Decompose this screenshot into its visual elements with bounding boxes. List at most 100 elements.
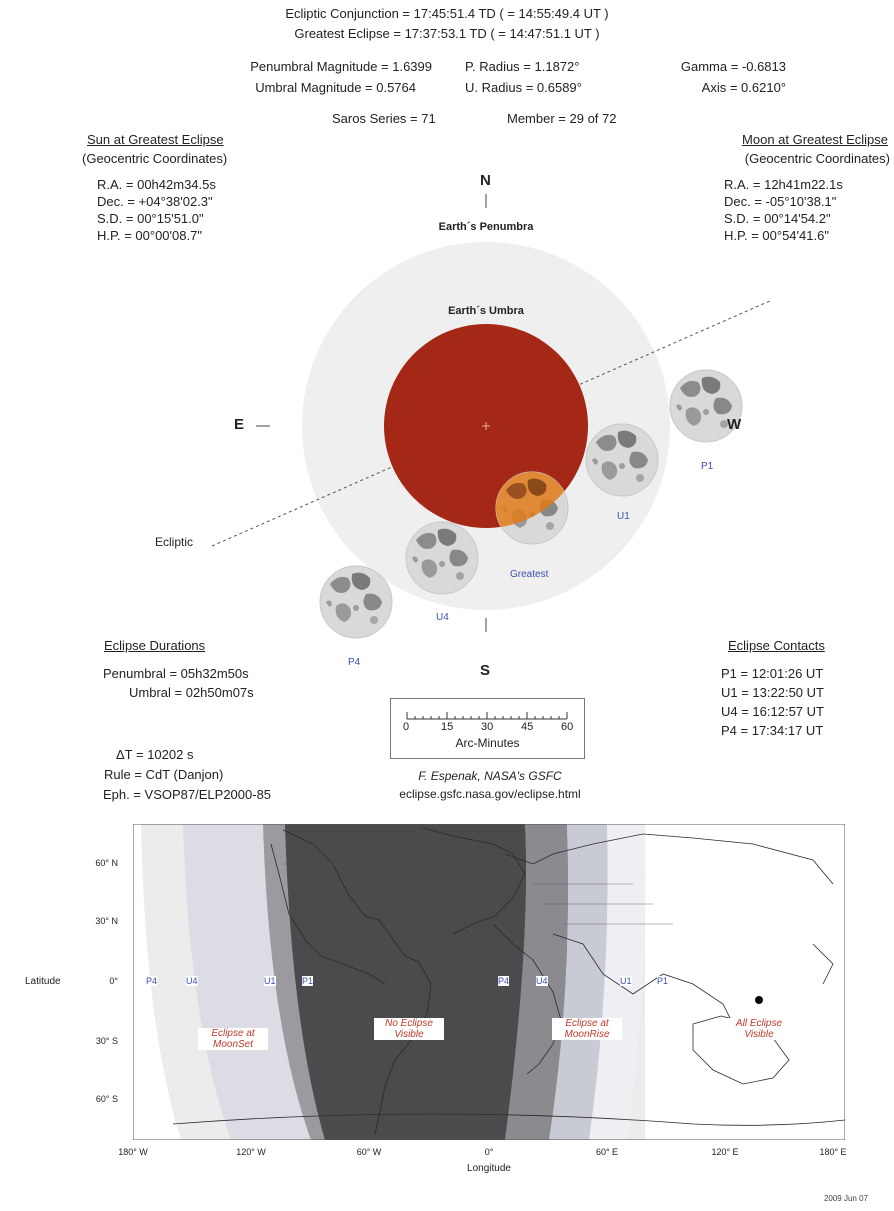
map-contact-p1-left: P1 bbox=[302, 976, 314, 986]
map-contact-p4-right: P4 bbox=[498, 976, 510, 986]
u1-label: U1 bbox=[617, 511, 630, 522]
visibility-map bbox=[133, 824, 845, 1140]
scale-tick-60: 60 bbox=[561, 721, 574, 733]
lon-tick-0: 0° bbox=[484, 1147, 494, 1157]
moon-greatest bbox=[495, 471, 569, 545]
durations-title: Eclipse Durations bbox=[104, 638, 206, 653]
west-label: W bbox=[727, 416, 742, 433]
region-all-eclipse: All Eclipse Visible bbox=[724, 1018, 794, 1040]
scale-tick-0: 0 bbox=[403, 721, 410, 733]
umbral-magnitude: Umbral Magnitude = 0.5764 bbox=[255, 80, 416, 95]
region-no-eclipse-line2: Visible bbox=[394, 1029, 424, 1040]
scale-tick-45: 45 bbox=[521, 721, 534, 733]
rule: Rule = CdT (Danjon) bbox=[104, 767, 224, 782]
south-label: S bbox=[480, 662, 491, 679]
band-noeclipse bbox=[285, 824, 527, 1140]
region-moonrise: Eclipse at MoonRise bbox=[552, 1018, 622, 1040]
contacts-title: Eclipse Contacts bbox=[728, 638, 825, 653]
u4-label: U4 bbox=[436, 612, 449, 623]
scale-ruler bbox=[406, 712, 568, 720]
moon-p4 bbox=[319, 565, 393, 639]
north-label: N bbox=[480, 172, 491, 189]
lat-tick-30n: 30° N bbox=[95, 916, 118, 926]
sun-dec: Dec. = +04°38'02.3" bbox=[97, 194, 213, 209]
region-moonrise-line2: MoonRise bbox=[564, 1029, 610, 1040]
greatest-eclipse-time: Greatest Eclipse = 17:37:53.1 TD ( = 14:… bbox=[294, 26, 600, 41]
umbral-duration: Umbral = 02h50m07s bbox=[129, 685, 254, 700]
credit: F. Espenak, NASA's GSFC bbox=[418, 769, 562, 783]
region-moonset-line1: Eclipse at bbox=[211, 1028, 255, 1039]
lat-tick-0: 0° bbox=[109, 976, 118, 986]
sun-hp: H.P. = 00°00'08.7" bbox=[97, 228, 202, 243]
scale-tick-15: 15 bbox=[441, 721, 454, 733]
map-contact-u4-left: U4 bbox=[186, 976, 198, 986]
map-contact-u4-right: U4 bbox=[536, 976, 548, 986]
credit-url[interactable]: eclipse.gsfc.nasa.gov/eclipse.html bbox=[399, 787, 581, 801]
lon-tick-60w: 60° W bbox=[356, 1147, 382, 1157]
penumbral-magnitude: Penumbral Magnitude = 1.6399 bbox=[250, 59, 432, 74]
east-label: E bbox=[234, 416, 245, 433]
moon-ra: R.A. = 12h41m22.1s bbox=[724, 177, 843, 192]
contacts-list: P1 = 12:01:26 UT U1 = 13:22:50 UT U4 = 1… bbox=[721, 664, 824, 740]
moon-subtitle: (Geocentric Coordinates) bbox=[744, 151, 890, 166]
lon-tick-180w: 180° W bbox=[118, 1147, 148, 1157]
sun-subtitle: (Geocentric Coordinates) bbox=[82, 151, 228, 166]
umbral-radius: U. Radius = 0.6589° bbox=[465, 80, 582, 95]
region-moonset: Eclipse at MoonSet bbox=[198, 1028, 268, 1050]
region-moonrise-line1: Eclipse at bbox=[565, 1018, 609, 1029]
scale-tick-30: 30 bbox=[481, 721, 494, 733]
sun-ra: R.A. = 00h42m34.5s bbox=[97, 177, 216, 192]
lon-tick-120w: 120° W bbox=[236, 1147, 266, 1157]
penumbral-radius: P. Radius = 1.1872° bbox=[465, 59, 580, 74]
moon-panel: Moon at Greatest Eclipse bbox=[742, 132, 888, 147]
p4-label: P4 bbox=[348, 657, 361, 668]
contact-p1: P1 = 12:01:26 UT bbox=[721, 666, 824, 681]
longitude-label: Longitude bbox=[467, 1163, 511, 1174]
sun-sd: S.D. = 00°15'51.0" bbox=[97, 211, 204, 226]
lat-tick-60n: 60° N bbox=[95, 858, 118, 868]
shadow-diagram bbox=[211, 194, 773, 639]
gamma-value: Gamma = -0.6813 bbox=[680, 59, 786, 74]
greatest-eclipse-marker bbox=[755, 996, 763, 1004]
lon-tick-180e: 180° E bbox=[819, 1147, 847, 1157]
penumbra-label: Earth´s Penumbra bbox=[438, 221, 534, 233]
lon-tick-60e: 60° E bbox=[595, 1147, 619, 1157]
moon-sd: S.D. = 00°14'54.2" bbox=[724, 211, 831, 226]
saros-series: Saros Series = 71 bbox=[332, 111, 436, 126]
region-moonset-line2: MoonSet bbox=[212, 1039, 254, 1050]
p1-label: P1 bbox=[701, 461, 714, 472]
map-contact-p1-right: P1 bbox=[657, 976, 669, 986]
contact-p4: P4 = 17:34:17 UT bbox=[721, 723, 824, 738]
lat-tick-30s: 30° S bbox=[95, 1036, 118, 1046]
lon-tick-120e: 120° E bbox=[711, 1147, 739, 1157]
moon-u1 bbox=[585, 423, 659, 497]
ecliptic-conjunction: Ecliptic Conjunction = 17:45:51.4 TD ( =… bbox=[285, 6, 609, 21]
moon-coordinates: R.A. = 12h41m22.1s Dec. = -05°10'38.1" S… bbox=[724, 176, 843, 244]
saros-member: Member = 29 of 72 bbox=[507, 111, 617, 126]
region-all-eclipse-line2: Visible bbox=[744, 1029, 774, 1040]
region-no-eclipse: No Eclipse Visible bbox=[374, 1018, 444, 1040]
umbra-label: Earth´s Umbra bbox=[448, 305, 524, 317]
penumbral-duration: Penumbral = 05h32m50s bbox=[103, 666, 249, 681]
date-stamp: 2009 Jun 07 bbox=[823, 1194, 868, 1203]
lat-tick-60s: 60° S bbox=[95, 1094, 118, 1104]
moon-u4 bbox=[405, 521, 479, 595]
delta-t: ΔT = 10202 s bbox=[116, 747, 194, 762]
sun-title: Sun at Greatest Eclipse bbox=[87, 132, 224, 147]
contact-u4: U4 = 16:12:57 UT bbox=[721, 704, 824, 719]
sun-coordinates: R.A. = 00h42m34.5s Dec. = +04°38'02.3" S… bbox=[97, 176, 216, 244]
ecliptic-label: Ecliptic bbox=[155, 535, 194, 549]
axis-value: Axis = 0.6210° bbox=[701, 80, 786, 95]
map-contact-u1-right: U1 bbox=[620, 976, 632, 986]
scale-label: Arc-Minutes bbox=[455, 736, 520, 750]
region-all-eclipse-line1: All Eclipse bbox=[735, 1018, 783, 1029]
ephemeris: Eph. = VSOP87/ELP2000-85 bbox=[103, 787, 272, 802]
contact-u1: U1 = 13:22:50 UT bbox=[721, 685, 824, 700]
scale-box: 0 15 30 45 60 Arc-Minutes bbox=[390, 698, 585, 759]
moon-hp: H.P. = 00°54'41.6" bbox=[724, 228, 829, 243]
latitude-label: Latitude bbox=[25, 976, 61, 987]
region-no-eclipse-line1: No Eclipse bbox=[385, 1018, 433, 1029]
moon-title: Moon at Greatest Eclipse bbox=[742, 132, 888, 147]
moon-dec: Dec. = -05°10'38.1" bbox=[724, 194, 837, 209]
map-contact-p4-left: P4 bbox=[146, 976, 158, 986]
